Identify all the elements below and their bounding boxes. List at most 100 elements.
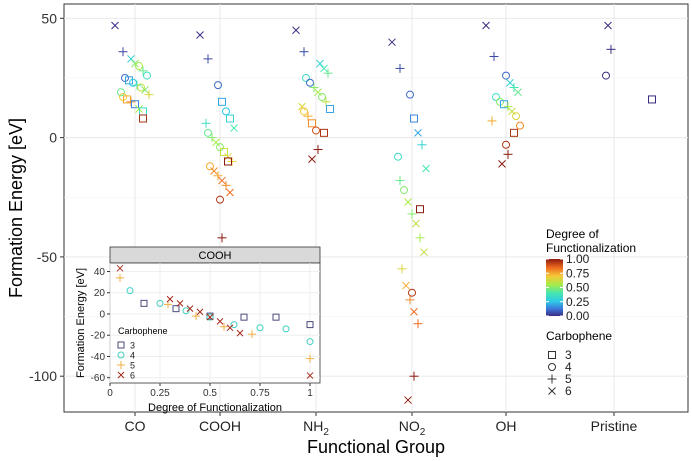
x-tick-label: NH2 [303, 418, 329, 438]
data-point-NO2-cross [402, 281, 410, 290]
inset-point-square [306, 321, 314, 329]
data-point-OH-plus [489, 51, 499, 61]
shape-legend-label: 6 [565, 384, 572, 398]
shape-legend-key-plus [547, 374, 557, 384]
inset-legend-key-plus [117, 361, 125, 369]
data-point-COOH-cross [224, 152, 232, 161]
inset-point-circle [230, 321, 238, 329]
inset-point-square [172, 305, 180, 313]
data-point-CO-square [125, 76, 133, 85]
data-point-NO2-circle [406, 90, 414, 99]
inset-x-tick-label: 1 [307, 388, 313, 399]
inset-y-tick-label: -20 [91, 331, 106, 342]
colorbar-title-line-1: Degree of [546, 227, 599, 241]
y-axis-title: Formation Energy [eV] [6, 118, 26, 298]
data-point-COOH-cross [196, 31, 204, 39]
data-point-NO2-circle [408, 288, 416, 297]
data-point-NH2-plus [313, 145, 323, 155]
shape-legend-key-square [548, 351, 556, 359]
data-point-COOH-plus [207, 133, 217, 143]
x-tick-label: Pristine [591, 418, 638, 434]
data-point-CO-circle [117, 88, 125, 97]
data-point-NH2-cross [298, 102, 306, 111]
shape-legend-key-circle [548, 363, 556, 371]
colorbar-tick-label: 0.50 [566, 281, 590, 295]
shape-legend-key-cross [548, 387, 556, 395]
data-point-NH2-circle [306, 78, 314, 87]
y-tick-label: 0 [49, 130, 57, 146]
data-point-CO-plus [118, 47, 128, 57]
data-point-NH2-plus [299, 47, 309, 57]
data-point-COOH-square [220, 147, 228, 156]
data-point-NO2-plus [395, 63, 405, 73]
data-point-NH2-cross [292, 26, 300, 35]
data-point-COOH-cross [230, 124, 238, 132]
data-point-CO-square [131, 100, 139, 109]
data-point-NH2-plus [309, 83, 319, 93]
data-point-OH-circle [502, 71, 510, 80]
inset-x-tick-label: 0.75 [250, 388, 270, 399]
shape-legend-title: Carbophene [546, 329, 612, 343]
inset-legend-label: 3 [130, 341, 135, 351]
x-axis-title: Functional Group [307, 437, 445, 457]
data-point-COOH-plus [213, 171, 223, 181]
data-point-NO2-cross [410, 307, 418, 316]
data-point-CO-circle [143, 71, 151, 80]
inset-point-cross [166, 295, 174, 303]
data-point-CO-square [139, 114, 147, 123]
data-point-COOH-cross [212, 138, 220, 147]
data-point-NO2-cross [404, 396, 412, 404]
inset-point-square [240, 313, 248, 321]
inset-point-plus [220, 322, 228, 331]
colorbar-tick-label: 0.25 [566, 295, 590, 309]
data-point-OH-plus [509, 83, 519, 93]
data-point-OH-circle [492, 93, 500, 102]
inset-legend-key-circle [117, 351, 125, 359]
inset-y-tick-label: 0 [99, 309, 105, 320]
x-tick-label: CO [125, 418, 146, 434]
data-point-COOH-plus [217, 233, 227, 243]
data-point-NO2-cross [388, 38, 396, 47]
data-point-COOH-plus [221, 180, 231, 190]
data-point-COOH-circle [216, 195, 224, 204]
inset-point-cross [196, 308, 204, 316]
data-point-OH-cross [506, 78, 514, 87]
inset-point-cross [216, 318, 224, 325]
inset-point-circle [156, 299, 164, 307]
inset-y-tick-label: -40 [91, 352, 106, 363]
data-point-NH2-cross [314, 88, 322, 97]
inset-point-cross [306, 372, 314, 379]
data-point-NO2-cross [412, 219, 420, 228]
inset-panel: COOH -60 -40 -20 0 20 40 0 0.25 0.5 0.75 1 Formati… [75, 246, 321, 414]
data-point-Pristine-plus [606, 44, 616, 54]
data-point-OH-cross [508, 107, 516, 116]
data-point-NO2-plus [417, 140, 427, 150]
inset-point-circle [182, 307, 190, 315]
inset-point-cross [236, 329, 244, 337]
data-point-NO2-cross [414, 128, 422, 137]
inset-point-square [140, 299, 148, 307]
data-point-NO2-circle [400, 186, 408, 195]
data-point-NH2-cross [308, 155, 316, 163]
shape-legend-label: 3 [565, 348, 572, 362]
inset-x-tick-label: 0 [107, 388, 113, 399]
inset-point-square [272, 313, 280, 321]
inset-point-circle [282, 325, 290, 333]
data-point-OH-plus [487, 116, 497, 126]
data-point-NH2-cross [320, 64, 328, 73]
legend: Degree of Functionalization 0.000.250.50… [546, 227, 636, 398]
x-tick-label: NO2 [399, 418, 426, 438]
data-point-NH2-circle [318, 93, 326, 102]
data-point-NO2-plus [397, 264, 407, 274]
data-point-CO-cross [127, 55, 135, 63]
data-point-NH2-plus [321, 97, 331, 107]
data-point-CO-circle [135, 62, 143, 71]
inset-point-plus [306, 354, 314, 363]
data-point-OH-plus [503, 149, 513, 159]
data-point-Pristine-cross [604, 21, 612, 30]
inset-x-axis-title: Degree of Functionalization [148, 402, 282, 414]
inset-point-cross [206, 313, 214, 321]
data-point-OH-circle [512, 112, 520, 121]
inset-y-tick-label: -60 [91, 373, 106, 384]
